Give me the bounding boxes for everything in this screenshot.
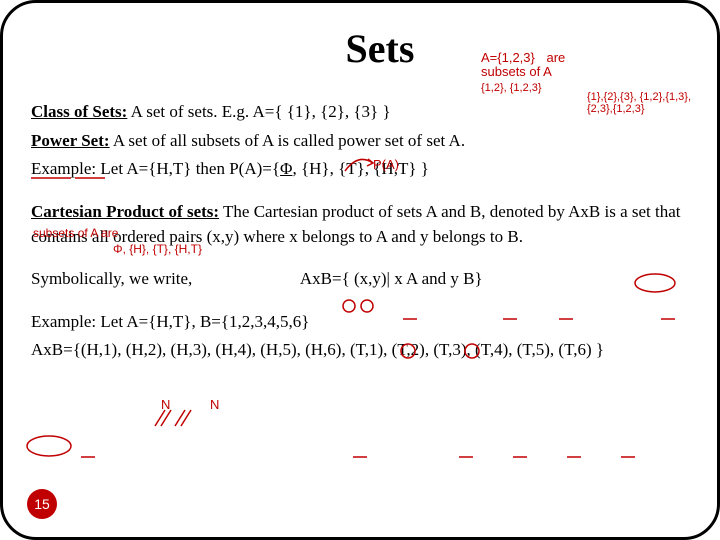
power-set-text: A set of all subsets of A is called powe… [110, 131, 466, 150]
annotation-ul-h1-icon [81, 455, 95, 460]
cartesian-label: Cartesian Product of sets: [31, 202, 219, 221]
annotation-ul-t2-icon [459, 455, 473, 460]
slide-content: Class of Sets: A set of sets. E.g. A={ {… [31, 100, 689, 363]
example-1-phi: Φ [280, 159, 292, 178]
annotation-ul-t5-icon [621, 455, 635, 460]
example-1-line: Example: Let A={H,T} then P(A)={Φ, {H}, … [31, 157, 689, 182]
slide-title: Sets [71, 25, 689, 72]
cartesian-line: Cartesian Product of sets: The Cartesian… [31, 200, 689, 249]
annotation-ul-h6-icon [353, 455, 367, 460]
symbolically-text: Symbolically, we write, [31, 269, 192, 288]
annotation-scribble-icon [151, 408, 211, 430]
class-of-sets-line: Class of Sets: A set of sets. E.g. A={ {… [31, 100, 689, 125]
example-1-prefix: Example: Let A={H,T} then P(A)={ [31, 159, 280, 178]
page-number: 15 [34, 496, 50, 512]
annotation-ul-t4-icon [567, 455, 581, 460]
slide-frame: Sets Class of Sets: A set of sets. E.g. … [0, 0, 720, 540]
axb-expanded-line: AxB={(H,1), (H,2), (H,3), (H,4), (H,5), … [31, 338, 689, 363]
annotation-circle-axb-icon [25, 435, 73, 457]
example-1-rest: , {H}, {T}, {H,T} } [292, 159, 428, 178]
page-number-badge: 15 [27, 489, 57, 519]
axb-definition: AxB={ (x,y)| x A and y B} [300, 269, 483, 288]
power-set-label: Power Set: [31, 131, 110, 150]
power-set-line: Power Set: A set of all subsets of A is … [31, 129, 689, 154]
symbolically-line: Symbolically, we write, AxB={ (x,y)| x A… [31, 267, 689, 292]
annotation-ul-t3-icon [513, 455, 527, 460]
class-of-sets-text: A set of sets. E.g. A={ {1}, {2}, {3} } [127, 102, 390, 121]
class-of-sets-label: Class of Sets: [31, 102, 127, 121]
annotation-n-n: N N [161, 398, 237, 412]
example-2-line: Example: Let A={H,T}, B={1,2,3,4,5,6} [31, 310, 689, 335]
annotation-subset-pair: {1,2}, {1,2,3} [481, 82, 542, 94]
